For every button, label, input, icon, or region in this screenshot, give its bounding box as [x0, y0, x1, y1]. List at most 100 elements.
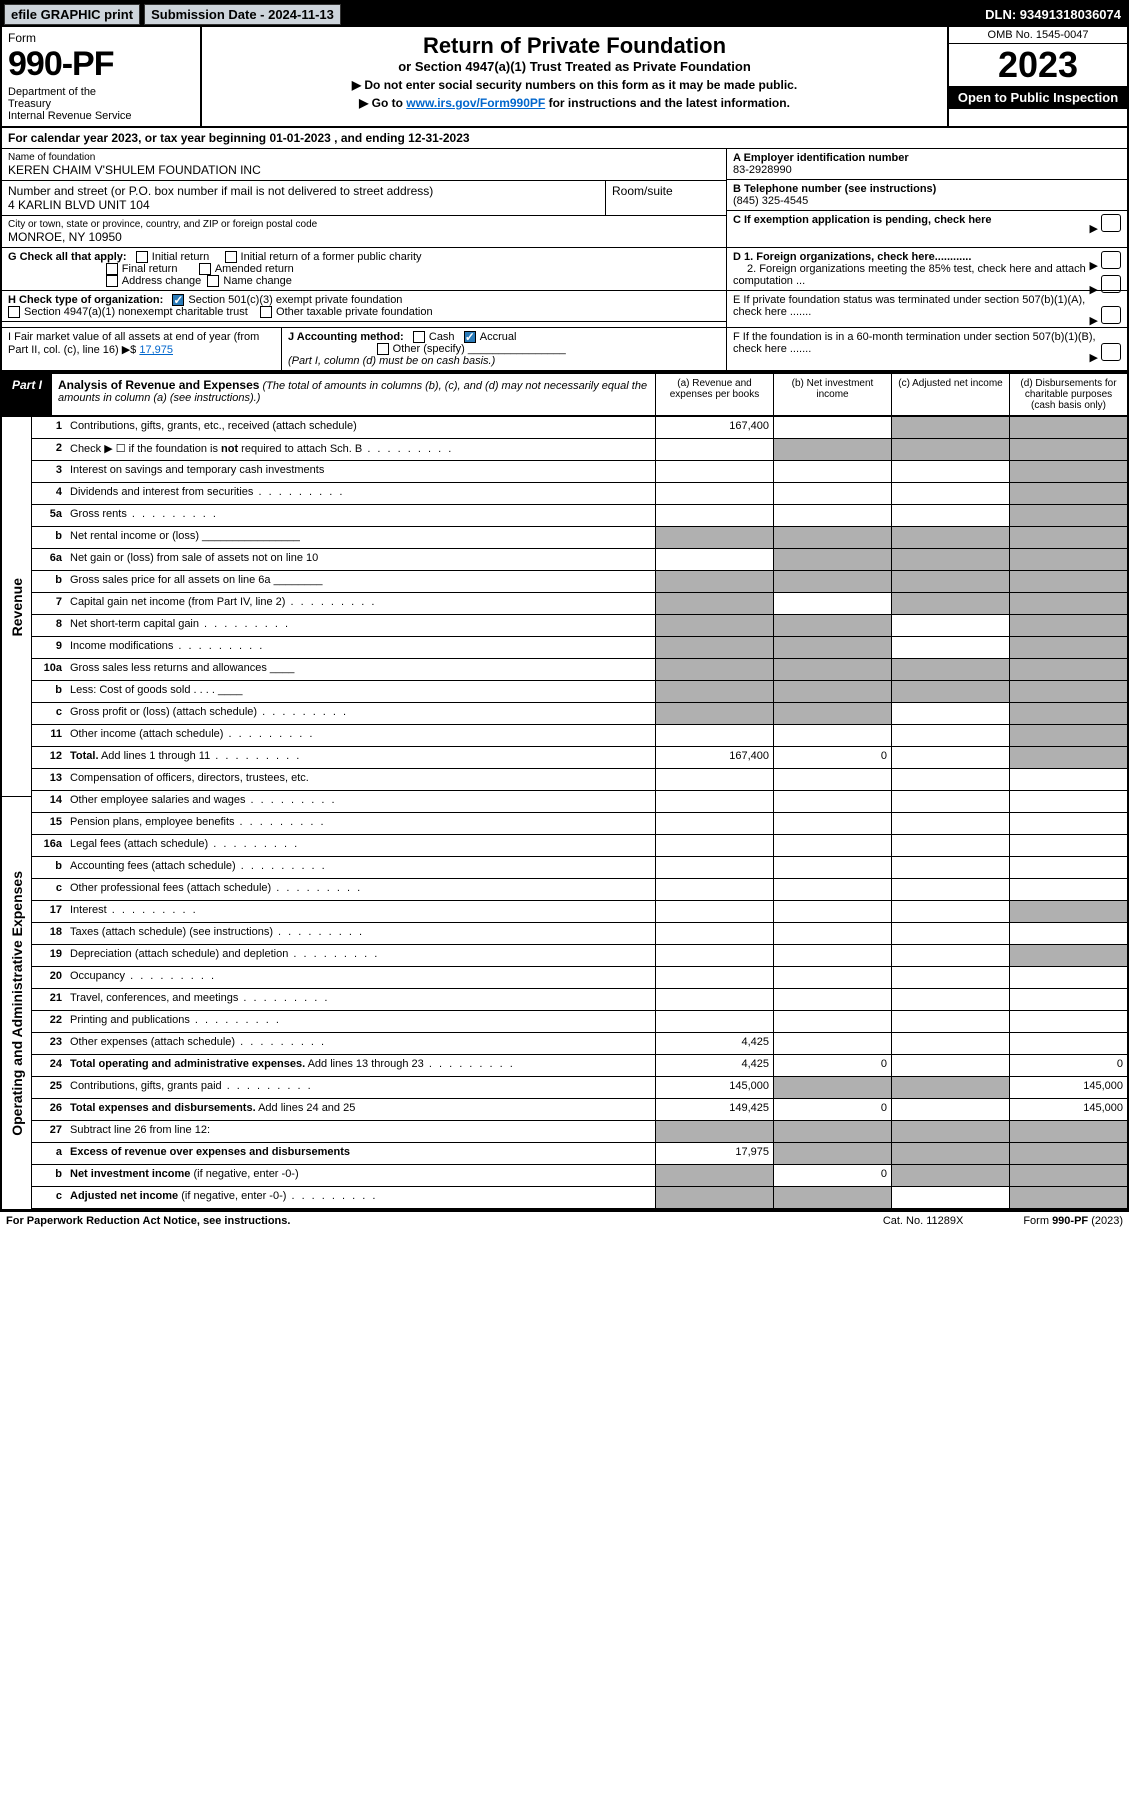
calendar-year: For calendar year 2023, or tax year begi…	[2, 128, 1127, 149]
h-501c3-checkbox[interactable]	[172, 294, 184, 306]
cell	[891, 901, 1009, 922]
cell	[1009, 747, 1127, 768]
cell	[655, 483, 773, 504]
row-number: a	[32, 1143, 66, 1164]
e-checkbox[interactable]	[1101, 306, 1121, 324]
cell	[1009, 659, 1127, 680]
form-note-2: ▶ Go to www.irs.gov/Form990PF for instru…	[208, 96, 941, 110]
row-number: 4	[32, 483, 66, 504]
g-initial-former-checkbox[interactable]	[225, 251, 237, 263]
form-label: Form	[8, 31, 194, 45]
cell	[773, 1187, 891, 1208]
revenue-side-label: Revenue	[7, 570, 27, 644]
g-address-checkbox[interactable]	[106, 275, 118, 287]
efile-button[interactable]: efile GRAPHIC print	[4, 4, 140, 25]
cell	[891, 593, 1009, 614]
g-initial-checkbox[interactable]	[136, 251, 148, 263]
table-row: 14Other employee salaries and wages	[32, 791, 1127, 813]
cell	[891, 703, 1009, 724]
row-desc: Check ▶ ☐ if the foundation is not requi…	[66, 439, 655, 460]
h-section: H Check type of organization: Section 50…	[2, 291, 726, 322]
cell	[655, 571, 773, 592]
footer-form: Form 990-PF (2023)	[1023, 1215, 1123, 1227]
cell	[773, 483, 891, 504]
d2-checkbox[interactable]	[1101, 275, 1121, 293]
cell: 167,400	[655, 417, 773, 438]
foundation-name: KEREN CHAIM V'SHULEM FOUNDATION INC	[8, 163, 720, 177]
cell	[773, 571, 891, 592]
cell	[773, 637, 891, 658]
cell	[891, 857, 1009, 878]
cell	[1009, 835, 1127, 856]
open-inspection: Open to Public Inspection	[949, 86, 1127, 109]
irs-link[interactable]: www.irs.gov/Form990PF	[406, 96, 545, 110]
row-desc: Legal fees (attach schedule)	[66, 835, 655, 856]
cell	[655, 549, 773, 570]
row-desc: Subtract line 26 from line 12:	[66, 1121, 655, 1142]
cell	[891, 615, 1009, 636]
submission-date: Submission Date - 2024-11-13	[144, 4, 341, 25]
f-checkbox[interactable]	[1101, 343, 1121, 361]
row-desc: Total. Add lines 1 through 11	[66, 747, 655, 768]
row-number: 25	[32, 1077, 66, 1098]
table-row: aExcess of revenue over expenses and dis…	[32, 1143, 1127, 1165]
cell	[773, 659, 891, 680]
row-number: 12	[32, 747, 66, 768]
table-row: bAccounting fees (attach schedule)	[32, 857, 1127, 879]
table-row: cGross profit or (loss) (attach schedule…	[32, 703, 1127, 725]
cell	[773, 439, 891, 460]
j-cash-checkbox[interactable]	[413, 331, 425, 343]
cell	[891, 483, 1009, 504]
row-number: 5a	[32, 505, 66, 526]
cell	[773, 879, 891, 900]
h-4947-checkbox[interactable]	[8, 306, 20, 318]
d1-checkbox[interactable]	[1101, 251, 1121, 269]
cell	[655, 967, 773, 988]
phone-label: B Telephone number (see instructions)	[733, 183, 936, 195]
h-other-checkbox[interactable]	[260, 306, 272, 318]
cell	[891, 1077, 1009, 1098]
table-row: 19Depreciation (attach schedule) and dep…	[32, 945, 1127, 967]
cell	[655, 835, 773, 856]
row-number: 9	[32, 637, 66, 658]
city-label: City or town, state or province, country…	[8, 219, 720, 230]
addr-label: Number and street (or P.O. box number if…	[8, 184, 599, 198]
cell	[655, 593, 773, 614]
cell	[773, 1011, 891, 1032]
col-a-header: (a) Revenue and expenses per books	[655, 374, 773, 415]
row-desc: Adjusted net income (if negative, enter …	[66, 1187, 655, 1208]
cell	[773, 989, 891, 1010]
c-checkbox[interactable]	[1101, 214, 1121, 232]
cell	[773, 549, 891, 570]
g-final-checkbox[interactable]	[106, 263, 118, 275]
row-desc: Other professional fees (attach schedule…	[66, 879, 655, 900]
cell	[1009, 681, 1127, 702]
table-row: bNet investment income (if negative, ent…	[32, 1165, 1127, 1187]
cell	[1009, 1121, 1127, 1142]
cell	[773, 527, 891, 548]
cell	[773, 1033, 891, 1054]
cell	[773, 923, 891, 944]
j-accrual-checkbox[interactable]	[464, 331, 476, 343]
cell	[891, 505, 1009, 526]
g-amended-checkbox[interactable]	[199, 263, 211, 275]
cell	[773, 945, 891, 966]
table-row: 11Other income (attach schedule)	[32, 725, 1127, 747]
cell	[655, 725, 773, 746]
cell	[1009, 1143, 1127, 1164]
cell	[655, 703, 773, 724]
row-number: 22	[32, 1011, 66, 1032]
cell: 0	[773, 1099, 891, 1120]
cell	[891, 1055, 1009, 1076]
row-desc: Other income (attach schedule)	[66, 725, 655, 746]
row-desc: Net gain or (loss) from sale of assets n…	[66, 549, 655, 570]
g-name-checkbox[interactable]	[207, 275, 219, 287]
fmv-value[interactable]: 17,975	[139, 344, 173, 356]
j-other-checkbox[interactable]	[377, 343, 389, 355]
cell	[655, 791, 773, 812]
form-note-1: ▶ Do not enter social security numbers o…	[208, 78, 941, 92]
row-number: 3	[32, 461, 66, 482]
row-desc: Capital gain net income (from Part IV, l…	[66, 593, 655, 614]
row-number: 8	[32, 615, 66, 636]
ein-label: A Employer identification number	[733, 152, 909, 164]
